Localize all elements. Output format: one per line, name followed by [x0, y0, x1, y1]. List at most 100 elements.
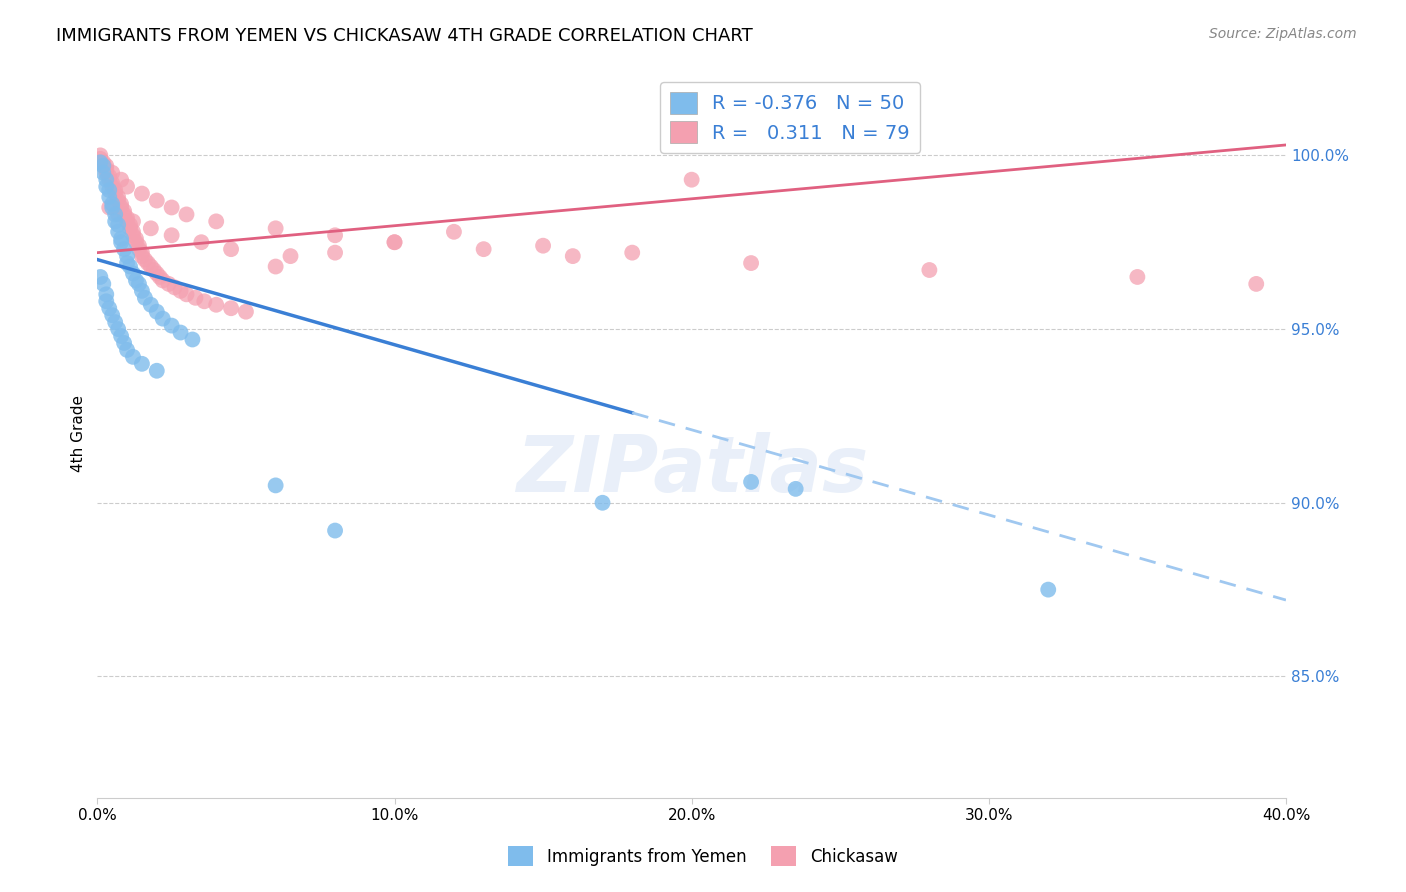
Point: [112, 335, 135, 350]
Point: [91, 155, 114, 169]
Point: [264, 221, 287, 235]
Point: [131, 249, 153, 263]
Point: [264, 260, 287, 274]
Point: [136, 256, 159, 270]
Point: [157, 277, 180, 291]
Text: ZIPatlas: ZIPatlas: [516, 432, 868, 508]
Text: Source: ZipAtlas.com: Source: ZipAtlas.com: [1209, 27, 1357, 41]
Point: [91, 159, 114, 173]
Point: [110, 235, 132, 250]
Point: [205, 214, 228, 228]
Point: [110, 329, 132, 343]
Point: [101, 179, 124, 194]
Point: [219, 301, 242, 316]
Point: [176, 287, 198, 301]
Point: [98, 201, 121, 215]
Point: [112, 207, 135, 221]
Point: [125, 273, 148, 287]
Point: [621, 245, 644, 260]
Point: [443, 225, 465, 239]
Point: [89, 148, 111, 162]
Point: [323, 228, 346, 243]
Point: [142, 263, 165, 277]
Point: [96, 172, 118, 186]
Point: [107, 225, 129, 239]
Point: [110, 232, 132, 246]
Point: [104, 183, 127, 197]
Point: [110, 201, 132, 215]
Point: [740, 475, 762, 489]
Point: [128, 238, 150, 252]
Text: IMMIGRANTS FROM YEMEN VS CHICKASAW 4TH GRADE CORRELATION CHART: IMMIGRANTS FROM YEMEN VS CHICKASAW 4TH G…: [56, 27, 754, 45]
Point: [163, 280, 186, 294]
Point: [98, 301, 121, 316]
Point: [176, 207, 198, 221]
Point: [89, 269, 111, 284]
Point: [169, 284, 191, 298]
Point: [112, 242, 135, 256]
Point: [122, 267, 145, 281]
Point: [190, 235, 212, 250]
Point: [184, 291, 207, 305]
Point: [110, 197, 132, 211]
Point: [169, 326, 191, 340]
Point: [134, 252, 156, 267]
Point: [160, 228, 183, 243]
Point: [101, 197, 124, 211]
Point: [131, 245, 153, 260]
Point: [264, 478, 287, 492]
Point: [115, 343, 138, 357]
Point: [205, 298, 228, 312]
Point: [193, 294, 215, 309]
Point: [104, 207, 127, 221]
Point: [96, 179, 118, 194]
Point: [96, 294, 118, 309]
Point: [115, 211, 138, 225]
Point: [122, 350, 145, 364]
Point: [96, 159, 118, 173]
Point: [1126, 269, 1149, 284]
Point: [89, 152, 111, 166]
Point: [112, 203, 135, 218]
Point: [219, 242, 242, 256]
Point: [98, 169, 121, 184]
Point: [125, 232, 148, 246]
Point: [131, 357, 153, 371]
Point: [115, 179, 138, 194]
Point: [181, 333, 204, 347]
Point: [101, 201, 124, 215]
Point: [98, 190, 121, 204]
Point: [235, 304, 257, 318]
Point: [139, 298, 162, 312]
Point: [384, 235, 406, 250]
Point: [91, 159, 114, 173]
Point: [128, 277, 150, 291]
Point: [104, 186, 127, 201]
Point: [1038, 582, 1060, 597]
Point: [96, 162, 118, 177]
Point: [91, 277, 114, 291]
Point: [472, 242, 495, 256]
Point: [122, 214, 145, 228]
Point: [740, 256, 762, 270]
Point: [146, 304, 169, 318]
Point: [98, 183, 121, 197]
Point: [91, 166, 114, 180]
Point: [104, 315, 127, 329]
Point: [101, 176, 124, 190]
Point: [115, 249, 138, 263]
Point: [107, 322, 129, 336]
Point: [384, 235, 406, 250]
Point: [110, 172, 132, 186]
Point: [101, 166, 124, 180]
Point: [160, 318, 183, 333]
Point: [131, 186, 153, 201]
Point: [98, 172, 121, 186]
Point: [107, 218, 129, 232]
Point: [1244, 277, 1267, 291]
Point: [785, 482, 807, 496]
Point: [561, 249, 583, 263]
Point: [160, 201, 183, 215]
Point: [118, 218, 141, 232]
Legend: Immigrants from Yemen, Chickasaw: Immigrants from Yemen, Chickasaw: [501, 838, 905, 875]
